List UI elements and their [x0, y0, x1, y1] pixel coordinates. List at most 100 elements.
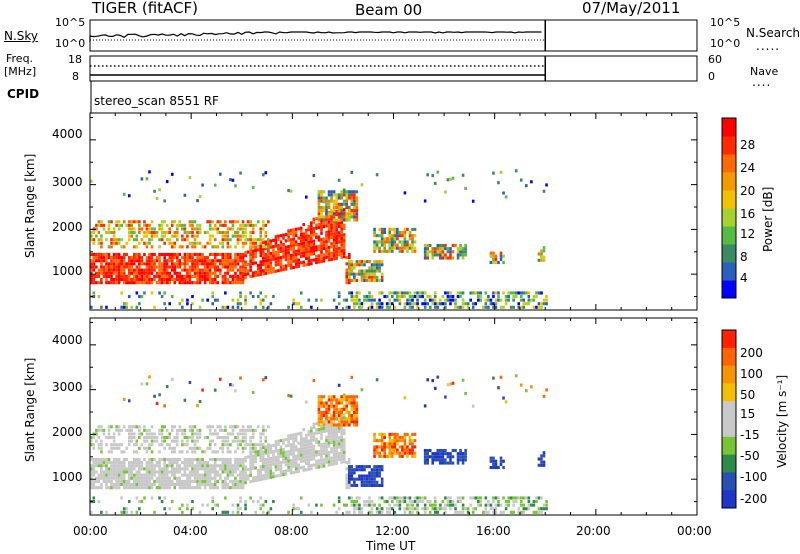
velocity-cell	[444, 503, 447, 507]
velocity-cell	[353, 423, 356, 427]
power-cell	[327, 258, 331, 262]
velocity-cell	[517, 510, 521, 514]
power-cell	[302, 254, 306, 258]
velocity-cell	[122, 479, 126, 483]
velocity-cell	[135, 464, 139, 468]
power-cell	[332, 257, 336, 261]
power-cell	[353, 272, 356, 276]
power-cell	[289, 266, 293, 270]
power-cell	[251, 223, 255, 227]
power-cell	[310, 246, 313, 250]
velocity-cell	[320, 436, 323, 440]
velocity-cell	[459, 500, 462, 504]
velocity-cell	[95, 432, 98, 436]
power-cell	[213, 259, 217, 263]
power-cell	[388, 305, 392, 309]
velocity-cell	[122, 486, 126, 490]
velocity-cell	[294, 439, 298, 443]
velocity-cell	[373, 454, 376, 458]
power-cell	[330, 229, 333, 233]
power-cell	[347, 260, 351, 264]
power-cell	[105, 230, 108, 235]
velocity-cell	[487, 500, 490, 504]
velocity-cell	[307, 467, 311, 471]
power-cell	[107, 271, 111, 275]
power-cell	[261, 227, 265, 231]
power-cell	[310, 221, 313, 225]
power-cell	[117, 268, 121, 272]
velocity-cell	[122, 461, 126, 465]
velocity-cell	[234, 461, 237, 465]
power-cell	[178, 274, 182, 278]
power-cell	[224, 291, 227, 295]
velocity-cell	[332, 414, 336, 418]
velocity-cell	[269, 472, 273, 476]
power-cell	[130, 277, 134, 282]
velocity-cell	[211, 464, 214, 468]
velocity-cell	[186, 503, 189, 507]
power-cell	[127, 238, 131, 242]
velocity-cell	[292, 452, 295, 456]
velocity-cell	[148, 443, 151, 447]
velocity-cell	[175, 467, 179, 471]
velocity-cell	[145, 435, 149, 440]
velocity-cell	[173, 439, 177, 443]
velocity-cell	[100, 470, 103, 474]
power-cell	[244, 260, 247, 264]
power-cell	[163, 259, 166, 263]
velocity-cell	[120, 473, 123, 477]
power-cell	[327, 202, 331, 206]
velocity-cell	[236, 479, 240, 483]
velocity-cell	[335, 417, 338, 421]
power-cell	[375, 275, 379, 279]
velocity-cell	[160, 428, 164, 432]
velocity-cell	[221, 479, 225, 483]
velocity-cell	[143, 446, 146, 450]
velocity-cell	[140, 473, 144, 477]
power-cell	[130, 256, 134, 260]
velocity-cell	[284, 463, 288, 467]
power-cell	[127, 268, 131, 272]
velocity-cell	[459, 452, 462, 456]
power-cell	[244, 272, 247, 277]
power-cell	[138, 271, 141, 275]
power-cell	[340, 202, 343, 206]
power-cell	[542, 189, 546, 193]
velocity-cell	[254, 460, 257, 464]
power-cell	[315, 254, 318, 258]
velocity-cell	[191, 450, 194, 454]
velocity-cell	[153, 432, 156, 436]
velocity-cell	[345, 420, 349, 424]
power-cell	[261, 305, 265, 309]
power-cell	[140, 238, 144, 242]
velocity-cell	[90, 384, 93, 388]
velocity-cell	[454, 507, 457, 511]
velocity-cell	[368, 483, 371, 487]
power-cell	[224, 262, 227, 266]
velocity-cell	[542, 394, 546, 398]
power-cell	[244, 230, 247, 235]
power-cell	[497, 295, 500, 299]
power-cell	[140, 227, 144, 231]
power-cell	[299, 305, 303, 309]
velocity-cell	[436, 458, 440, 462]
power-cell	[110, 271, 113, 275]
power-cell	[249, 241, 252, 245]
power-cbar-tick-28: 28	[740, 138, 756, 152]
velocity-cell	[256, 425, 260, 429]
power-cell	[193, 252, 197, 257]
velocity-cell	[193, 467, 197, 471]
power-cell	[117, 262, 121, 266]
velocity-cell	[289, 443, 293, 447]
power-cell	[368, 266, 371, 270]
power-cell	[416, 291, 419, 295]
power-cell	[213, 262, 217, 266]
velocity-cell	[426, 500, 429, 504]
power-cell	[90, 305, 93, 309]
power-cell	[396, 291, 399, 295]
velocity-cell	[294, 435, 298, 439]
power-cell	[390, 295, 394, 299]
power-cell	[292, 259, 295, 263]
power-cell	[135, 274, 139, 278]
power-cell	[312, 258, 316, 262]
